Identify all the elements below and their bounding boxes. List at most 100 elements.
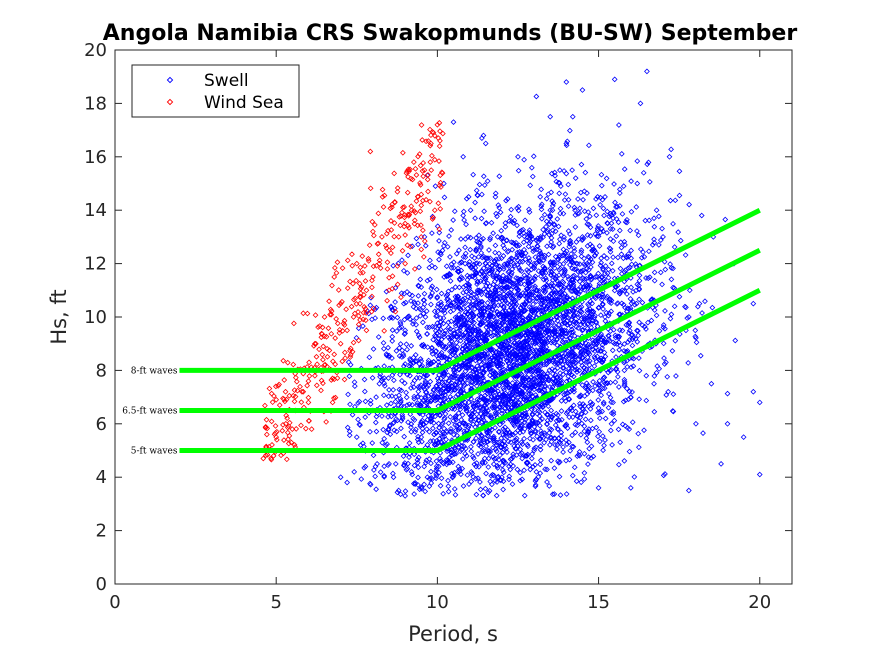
data-point xyxy=(587,358,593,364)
data-point xyxy=(443,388,450,395)
data-point xyxy=(355,400,361,406)
data-point xyxy=(625,322,632,329)
data-point xyxy=(433,465,440,472)
data-point xyxy=(563,328,570,334)
data-point xyxy=(479,365,486,372)
data-point xyxy=(278,452,284,459)
data-point xyxy=(608,260,615,267)
data-point xyxy=(450,307,457,313)
data-point xyxy=(331,351,338,358)
data-point xyxy=(449,286,455,293)
data-point xyxy=(335,287,342,293)
data-point xyxy=(523,452,530,459)
data-point xyxy=(548,269,555,276)
data-point xyxy=(472,357,479,364)
data-point xyxy=(561,236,567,243)
data-point xyxy=(569,288,576,294)
data-point xyxy=(589,337,596,344)
data-point xyxy=(616,461,622,468)
data-point xyxy=(636,286,643,293)
data-point xyxy=(605,404,612,411)
data-point xyxy=(567,127,573,134)
data-point xyxy=(457,448,464,455)
data-point xyxy=(365,255,372,262)
data-point xyxy=(305,399,312,406)
data-point xyxy=(465,424,472,431)
data-point xyxy=(445,377,452,384)
data-point xyxy=(428,301,434,308)
data-point xyxy=(361,388,368,395)
data-point xyxy=(542,270,549,276)
data-point xyxy=(568,288,575,294)
data-point xyxy=(536,258,542,265)
data-point xyxy=(432,413,438,420)
data-point xyxy=(372,306,379,313)
data-point xyxy=(417,180,423,186)
data-point xyxy=(651,380,657,387)
data-point xyxy=(379,234,385,240)
data-point xyxy=(508,354,515,361)
data-point xyxy=(500,366,507,373)
data-point xyxy=(369,375,376,381)
data-point xyxy=(555,223,562,230)
data-point xyxy=(488,414,494,421)
data-point xyxy=(628,332,635,339)
data-point xyxy=(616,333,623,340)
data-point xyxy=(481,182,488,188)
data-point xyxy=(428,460,434,467)
data-point xyxy=(530,367,537,374)
data-point xyxy=(506,463,512,470)
data-point xyxy=(407,316,413,323)
data-point xyxy=(414,193,421,200)
data-point xyxy=(516,233,523,239)
data-point xyxy=(596,387,603,394)
data-point xyxy=(572,212,579,218)
data-point xyxy=(415,293,422,299)
data-point xyxy=(400,351,407,357)
data-point xyxy=(527,466,534,473)
data-point xyxy=(512,416,519,423)
data-point xyxy=(439,434,446,441)
data-point xyxy=(409,243,416,250)
data-point xyxy=(350,280,356,287)
data-point xyxy=(484,292,490,299)
data-point xyxy=(569,113,576,120)
data-point xyxy=(450,217,457,223)
data-point xyxy=(532,254,539,261)
data-point xyxy=(490,461,497,467)
data-point xyxy=(556,439,563,445)
data-point xyxy=(722,216,729,223)
data-point xyxy=(481,308,488,315)
data-point xyxy=(429,345,435,352)
data-point xyxy=(472,374,479,381)
data-point xyxy=(583,216,590,222)
data-point xyxy=(531,265,538,272)
data-point xyxy=(560,286,567,293)
data-point xyxy=(496,428,502,435)
data-point xyxy=(450,472,457,478)
data-point xyxy=(599,291,606,298)
data-point xyxy=(600,335,607,341)
data-point xyxy=(526,336,532,343)
data-point xyxy=(434,121,441,128)
data-point xyxy=(595,270,602,277)
data-point xyxy=(489,371,496,377)
data-point xyxy=(659,225,665,232)
data-point xyxy=(436,158,442,164)
data-point xyxy=(369,293,375,300)
data-point xyxy=(514,443,521,449)
data-point xyxy=(598,358,605,365)
data-point xyxy=(447,459,453,466)
data-point xyxy=(448,265,455,271)
data-point xyxy=(362,463,369,470)
data-point xyxy=(569,167,576,174)
data-point xyxy=(380,340,387,346)
data-point xyxy=(440,180,447,187)
data-point xyxy=(371,222,378,228)
data-point xyxy=(629,332,636,338)
data-point xyxy=(518,227,525,234)
data-point xyxy=(597,229,604,236)
data-point xyxy=(553,313,560,320)
data-point xyxy=(468,293,475,299)
data-point xyxy=(508,455,515,462)
